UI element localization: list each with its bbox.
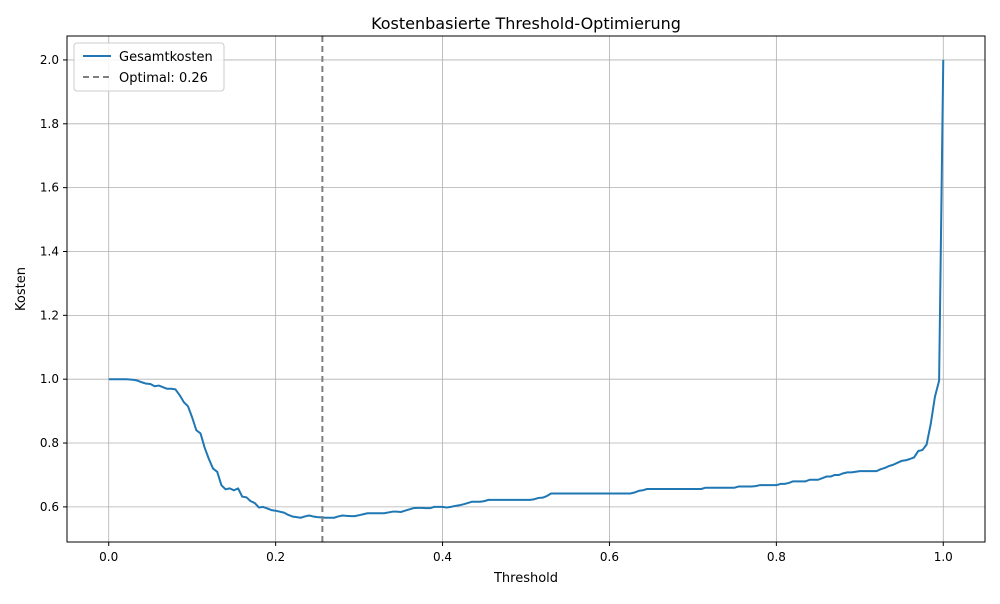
x-tick-label: 0.8 — [767, 550, 786, 564]
y-axis-label: Kosten — [14, 267, 29, 311]
legend: Gesamtkosten Optimal: 0.26 — [73, 42, 225, 92]
y-tick-label: 1.2 — [40, 308, 59, 322]
y-tick-label: 1.0 — [40, 372, 59, 386]
y-tick-label: 2.0 — [40, 53, 59, 67]
legend-label-optimal: Optimal: 0.26 — [119, 71, 208, 86]
grid-lines — [67, 36, 985, 542]
x-tick-label: 0.4 — [433, 550, 452, 564]
series-line-gesamtkosten — [108, 59, 945, 519]
x-axis-label: Threshold — [493, 571, 558, 586]
y-tick-label: 1.4 — [40, 244, 59, 258]
x-tick-label: 0.2 — [266, 550, 285, 564]
y-tick-label: 1.6 — [40, 181, 59, 195]
x-tick-label: 0.0 — [99, 550, 118, 564]
y-tick-label: 1.8 — [40, 117, 59, 131]
x-tick-label: 1.0 — [934, 550, 953, 564]
x-tick-label: 0.6 — [600, 550, 619, 564]
legend-label-gesamtkosten: Gesamtkosten — [119, 50, 213, 65]
axis-ticks: 0.0 0.2 0.4 0.6 0.8 1.0 0.6 0.8 1.0 1.2 1.4 1.6 1.8 2… — [40, 53, 953, 564]
y-tick-label: 0.6 — [40, 500, 59, 514]
chart-title: Kostenbasierte Threshold-Optimierung — [371, 14, 681, 33]
plot-area — [108, 36, 945, 542]
y-tick-label: 0.8 — [40, 436, 59, 450]
legend-frame — [73, 42, 225, 92]
axes-frame — [66, 35, 986, 543]
